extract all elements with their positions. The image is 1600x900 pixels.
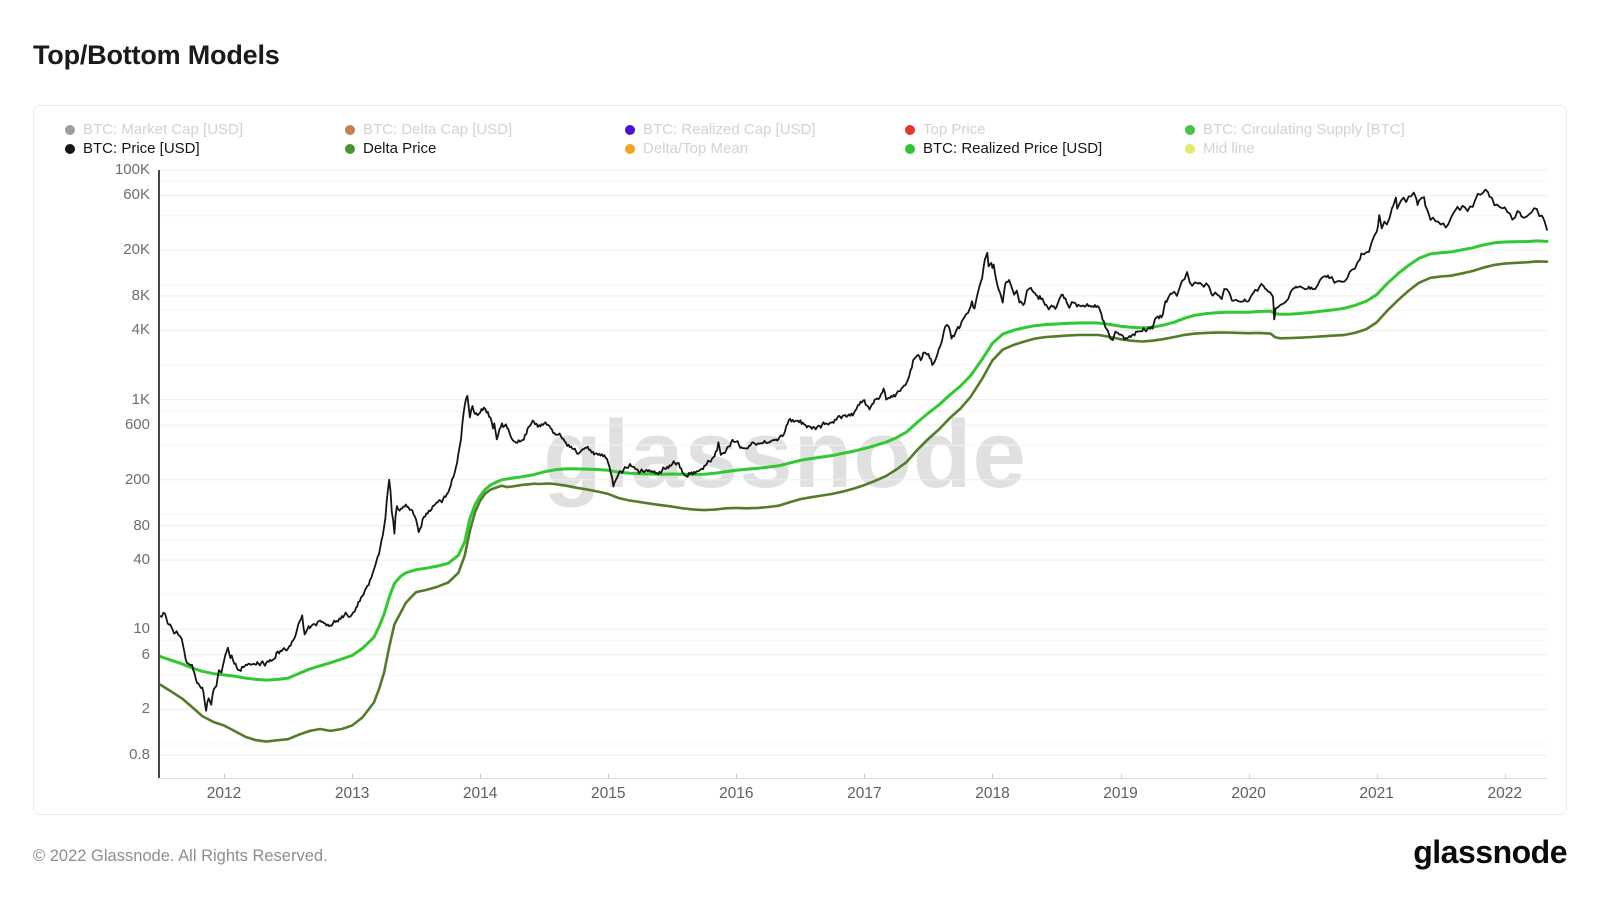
- x-tick-label: 2019: [1103, 785, 1138, 802]
- y-tick-label: 60K: [123, 186, 150, 204]
- x-axis-tick: [1120, 774, 1122, 778]
- legend-item-label: Delta/Top Mean: [643, 140, 749, 157]
- y-tick-label: 200: [124, 470, 150, 488]
- y-tick-label: 600: [124, 416, 150, 434]
- legend-dot-icon: [905, 143, 915, 154]
- x-tick-label: 2013: [334, 785, 370, 802]
- y-tick-label: 2: [141, 700, 150, 718]
- x-tick-label: 2015: [590, 785, 626, 802]
- legend-item-label: BTC: Realized Price [USD]: [923, 140, 1103, 157]
- legend-item[interactable]: BTC: Realized Price [USD]: [905, 139, 1185, 158]
- legend-item[interactable]: Delta Price: [345, 139, 625, 158]
- x-axis-tick: [480, 774, 482, 778]
- x-tick-label: 2017: [847, 785, 882, 802]
- y-tick-label: 20K: [123, 241, 150, 259]
- x-axis-tick: [736, 774, 738, 778]
- y-axis-line: [158, 170, 160, 778]
- x-axis-tick: [1248, 774, 1250, 778]
- y-tick-label: 100K: [114, 161, 150, 178]
- legend-item-label: BTC: Realized Cap [USD]: [643, 121, 816, 138]
- legend-dot-icon: [345, 124, 355, 135]
- chart-canvas[interactable]: [158, 169, 1549, 770]
- legend-item[interactable]: BTC: Circulating Supply [BTC]: [1185, 120, 1465, 139]
- realized-price-line: [158, 239, 1549, 682]
- y-tick-label: 1K: [131, 390, 150, 408]
- legend-item[interactable]: BTC: Delta Cap [USD]: [345, 120, 625, 139]
- y-tick-label: 4K: [131, 321, 150, 339]
- x-axis-tick: [1504, 774, 1506, 778]
- glassnode-logo: glassnode: [1413, 834, 1567, 870]
- page-title: Top/Bottom Models: [33, 40, 280, 70]
- x-tick-label: 2014: [462, 785, 498, 802]
- btc-price-line: [159, 188, 1548, 712]
- legend-dot-icon: [345, 143, 355, 154]
- x-axis-tick: [608, 774, 610, 778]
- x-axis-tick: [864, 774, 866, 778]
- legend-item-label: Top Price: [923, 121, 986, 138]
- legend-item[interactable]: Delta/Top Mean: [625, 139, 905, 158]
- legend-item-label: Mid line: [1203, 140, 1255, 157]
- x-tick-label: 2012: [206, 785, 242, 802]
- x-tick-label: 2020: [1231, 785, 1266, 802]
- x-tick-label: 2022: [1487, 785, 1522, 802]
- legend-dot-icon: [65, 143, 75, 154]
- legend-item[interactable]: Top Price: [905, 120, 1185, 139]
- legend-item[interactable]: Mid line: [1185, 139, 1465, 158]
- x-axis-tick: [352, 774, 354, 778]
- legend-dot-icon: [1185, 124, 1195, 135]
- watermark: glassnode: [543, 401, 1027, 508]
- y-tick-label: 80: [133, 516, 150, 534]
- legend-item[interactable]: BTC: Market Cap [USD]: [65, 120, 345, 139]
- legend-item-label: BTC: Price [USD]: [83, 140, 200, 157]
- y-tick-label: 6: [141, 645, 150, 663]
- x-axis-tick: [224, 774, 226, 778]
- legend-dot-icon: [1185, 143, 1195, 154]
- y-tick-label: 10: [133, 620, 150, 638]
- x-axis-tick: [992, 774, 994, 778]
- y-tick-label: 40: [133, 551, 150, 569]
- x-tick-label: 2018: [975, 785, 1010, 802]
- legend-item-label: BTC: Circulating Supply [BTC]: [1203, 121, 1405, 138]
- legend-dot-icon: [625, 143, 635, 154]
- x-tick-label: 2016: [719, 785, 754, 802]
- y-tick-label: 8K: [131, 286, 150, 304]
- legend-dot-icon: [905, 124, 915, 135]
- legend-row: BTC: Market Cap [USD] BTC: Delta Cap [USD…: [65, 120, 1465, 139]
- legend-item[interactable]: BTC: Price [USD]: [65, 139, 345, 158]
- x-axis-line: [160, 778, 1547, 779]
- legend-item[interactable]: BTC: Realized Cap [USD]: [625, 120, 905, 139]
- delta-price-line: [158, 260, 1549, 743]
- x-tick-label: 2021: [1359, 785, 1394, 802]
- legend: BTC: Market Cap [USD] BTC: Delta Cap [USD…: [65, 120, 1465, 158]
- legend-item-label: BTC: Market Cap [USD]: [83, 121, 244, 138]
- y-tick-label: 0.8: [129, 746, 150, 764]
- x-axis-tick: [1376, 774, 1378, 778]
- legend-dot-icon: [625, 124, 635, 135]
- legend-item-label: Delta Price: [363, 140, 437, 157]
- legend-row: BTC: Price [USD] Delta Price Delta/Top Mea…: [65, 139, 1465, 158]
- plot-area[interactable]: glassnode: [158, 169, 1549, 770]
- copyright-text: © 2022 Glassnode. All Rights Reserved.: [33, 847, 328, 865]
- legend-dot-icon: [65, 124, 75, 135]
- legend-item-label: BTC: Delta Cap [USD]: [363, 121, 513, 138]
